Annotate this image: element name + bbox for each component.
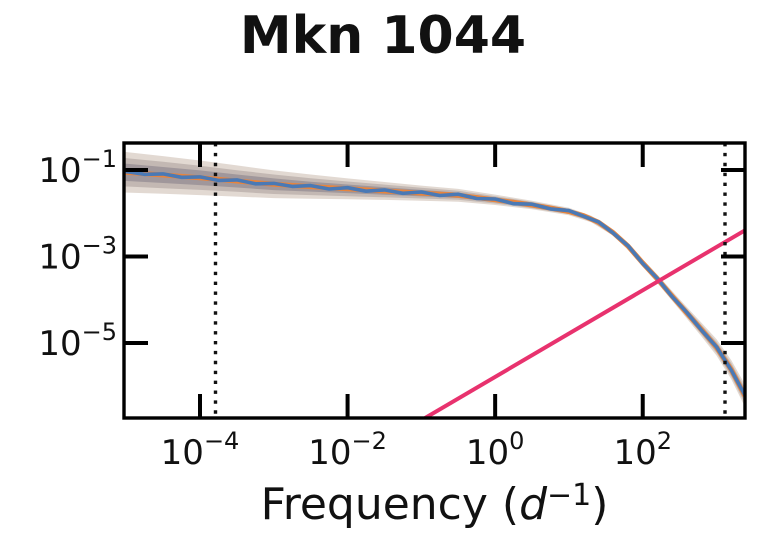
x-axis-label-prefix: Frequency ( bbox=[260, 479, 520, 530]
x-axis-label-variable: d bbox=[519, 479, 547, 530]
plot-title: Mkn 1044 bbox=[239, 6, 527, 66]
x-tick-label: 102 bbox=[613, 427, 672, 473]
plot-area bbox=[124, 143, 745, 418]
x-tick-label: 100 bbox=[466, 427, 525, 473]
psd-median-line bbox=[124, 169, 745, 397]
y-tick-label: 10−3 bbox=[38, 231, 117, 277]
x-axis-label: Frequency (d−1) bbox=[124, 478, 745, 530]
x-tick-label: 10−2 bbox=[308, 427, 387, 473]
noise-level-line bbox=[424, 228, 745, 418]
y-tick-label: 10−5 bbox=[38, 318, 117, 364]
y-tick-label: 10−1 bbox=[38, 145, 117, 191]
axes-frame bbox=[122, 141, 747, 420]
credible-band-outer bbox=[124, 151, 745, 407]
x-tick-label: 10−4 bbox=[161, 427, 240, 473]
x-axis-label-exponent: −1 bbox=[547, 478, 592, 513]
x-axis-label-suffix: ) bbox=[591, 479, 609, 530]
